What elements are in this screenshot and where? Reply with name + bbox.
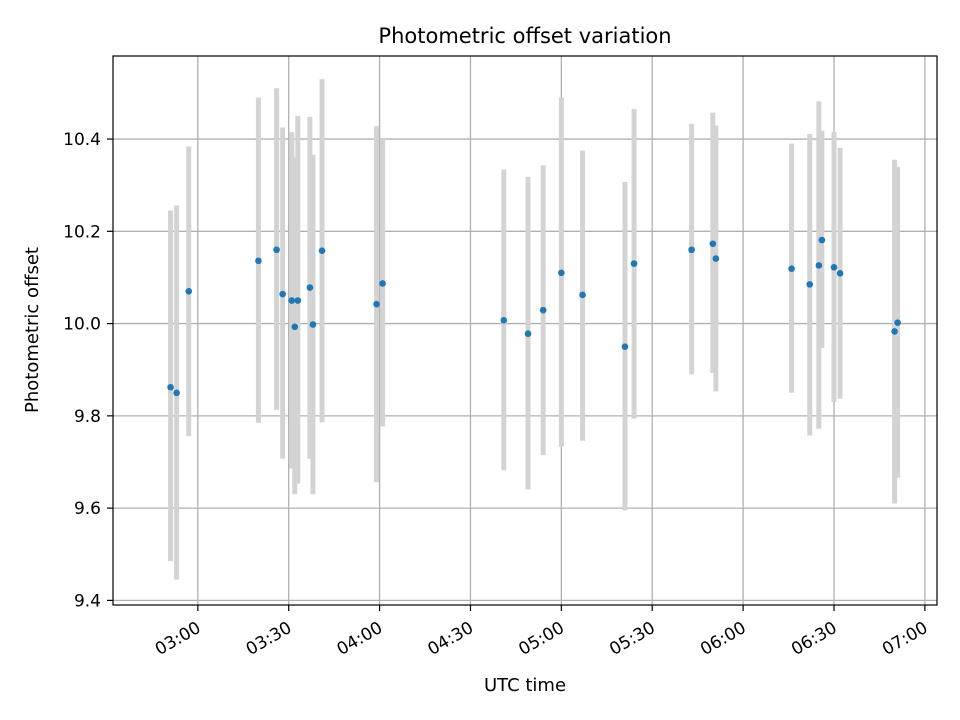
x-axis-label: UTC time xyxy=(484,675,566,696)
data-point xyxy=(806,281,814,288)
data-point xyxy=(579,291,586,299)
data-point xyxy=(830,263,838,271)
chart-title: Photometric offset variation xyxy=(378,24,671,48)
y-axis: 9.4 9.6 9.8 10.0 10.2 10.4 xyxy=(63,130,113,611)
data-point xyxy=(539,306,547,314)
data-point xyxy=(818,236,826,244)
data-point xyxy=(185,287,193,295)
data-point xyxy=(524,330,532,338)
y-tick-label: 10.0 xyxy=(63,315,101,335)
data-point xyxy=(894,319,901,326)
data-point xyxy=(255,257,262,265)
data-point xyxy=(379,280,386,287)
y-tick-label: 10.2 xyxy=(63,222,101,242)
data-point xyxy=(373,300,380,308)
y-tick-label: 9.8 xyxy=(74,407,101,427)
data-point xyxy=(291,323,299,331)
y-tick-label: 9.4 xyxy=(74,591,101,611)
data-point xyxy=(288,297,296,304)
data-point xyxy=(815,262,823,269)
data-point xyxy=(630,260,638,267)
data-point xyxy=(309,321,317,328)
data-point xyxy=(318,247,326,254)
data-point xyxy=(279,290,286,298)
y-axis-label: Photometric offset xyxy=(22,247,43,413)
data-point xyxy=(836,269,844,277)
y-tick-label: 10.4 xyxy=(63,130,101,150)
plot-frame xyxy=(112,55,938,606)
data-point xyxy=(712,255,720,262)
data-point xyxy=(306,284,314,291)
data-point xyxy=(167,383,174,391)
data-point xyxy=(688,246,695,254)
data-point xyxy=(621,343,629,350)
data-point xyxy=(173,389,180,397)
data-point xyxy=(294,297,302,304)
data-points xyxy=(167,236,901,397)
data-point xyxy=(558,269,565,277)
data-point xyxy=(273,246,280,254)
y-tick-label: 9.6 xyxy=(74,499,101,519)
data-point xyxy=(500,317,508,324)
data-point xyxy=(788,265,795,272)
data-point xyxy=(709,240,717,248)
data-point xyxy=(891,328,898,335)
